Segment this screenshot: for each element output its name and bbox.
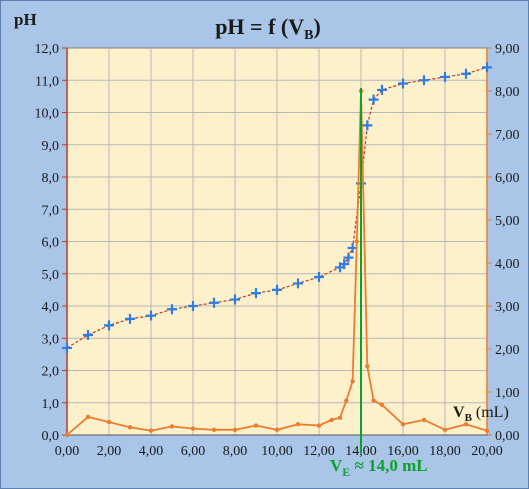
y-right-tick-label: 7,00 (495, 128, 520, 143)
ph-point (440, 72, 450, 83)
y-left-tick-label: 0,0 (42, 429, 60, 444)
x-tick-label: 18,00 (429, 444, 461, 459)
derivative-point (232, 427, 238, 433)
ph-point (482, 62, 492, 73)
derivative-point (354, 239, 359, 244)
y-left-tick-label: 11,0 (35, 74, 59, 89)
y-right-tick-label: 6,00 (495, 171, 520, 186)
ph-point (209, 297, 219, 308)
y-left-tick-label: 7,0 (42, 203, 60, 218)
y-left-tick-label: 4,0 (42, 300, 60, 315)
y-left-tick-label: 8,0 (42, 171, 60, 186)
y-left-tick-label: 5,0 (42, 268, 60, 283)
ph-point (293, 278, 303, 289)
derivative-point (329, 417, 334, 423)
y-right-tick-label: 9,00 (495, 42, 520, 57)
derivative-point (316, 423, 322, 428)
ph-point (362, 120, 373, 131)
ph-point (188, 301, 198, 311)
derivative-point (127, 425, 133, 430)
derivative-point (400, 422, 406, 427)
ph-point (230, 294, 240, 305)
x-tick-label: 16,00 (387, 444, 419, 459)
x-tick-label: 12,00 (303, 444, 335, 459)
derivative-point (295, 422, 301, 427)
derivative-point (371, 398, 376, 403)
derivative-point (211, 427, 217, 433)
ph-point (377, 84, 387, 95)
x-axis-label-sub: B (465, 412, 473, 424)
ph-point (167, 304, 177, 315)
y-left-tick-label: 2,0 (42, 365, 60, 380)
x-tick-label: 4,00 (139, 444, 164, 459)
y-left-tick-label: 3,0 (42, 332, 60, 347)
derivative-point (64, 432, 70, 438)
derivative-point (421, 417, 427, 423)
x-axis-label: VB (mL) (453, 404, 509, 424)
axes: 0,002,004,006,008,0010,0012,0014,0016,00… (35, 42, 520, 459)
equivalence-label: VE ≈ 14,0 mL (330, 456, 428, 479)
ph-point (83, 330, 93, 341)
y-left-tick-label: 9,0 (42, 139, 60, 154)
equivalence-label-main: V (330, 456, 343, 475)
y-left-tick-label: 6,0 (42, 236, 60, 251)
ph-point (125, 313, 135, 324)
equivalence-label-sub: E (342, 465, 350, 479)
x-axis-label-main: V (453, 404, 465, 421)
ph-point (104, 320, 114, 331)
derivative-point (344, 398, 349, 403)
derivative-point (190, 426, 196, 431)
y-right-tick-label: 8,00 (495, 85, 520, 100)
x-tick-label: 6,00 (181, 444, 206, 459)
derivative-point (148, 428, 154, 433)
derivative-point (106, 419, 112, 425)
derivative-point (274, 427, 280, 433)
ph-point (368, 94, 379, 105)
grid-lines (67, 48, 487, 435)
y-right-tick-label: 3,00 (495, 300, 520, 315)
ph-point (339, 259, 350, 270)
chart-title: pH = f (VB) (215, 14, 321, 43)
derivative-point (442, 427, 448, 433)
x-tick-label: 20,00 (471, 444, 503, 459)
x-tick-label: 0,00 (55, 444, 80, 459)
title-sub: B (304, 28, 313, 43)
series-layer (62, 62, 492, 438)
y-right-tick-label: 0,00 (495, 429, 520, 444)
y-right-tick-label: 1,00 (495, 386, 520, 401)
y-left-tick-label: 12,0 (35, 42, 60, 57)
x-axis-label-unit: (mL) (472, 404, 509, 421)
ph-point (343, 252, 354, 263)
derivative-point (379, 402, 385, 408)
ph-point (314, 271, 324, 282)
derivative-point (484, 428, 490, 433)
derivative-point (85, 414, 91, 420)
derivative-point (350, 379, 355, 384)
equivalence-label-rest: ≈ 14,0 mL (350, 456, 427, 475)
x-tick-label: 10,00 (261, 444, 293, 459)
derivative-point (253, 423, 259, 428)
derivative-point (169, 424, 175, 429)
title-close: ) (313, 14, 320, 39)
ph-point (419, 75, 429, 86)
ph-point (461, 68, 471, 79)
ph-point (62, 342, 72, 353)
y-left-tick-label: 10,0 (35, 107, 60, 122)
y-axis-label: pH (14, 10, 37, 29)
x-tick-label: 8,00 (223, 444, 248, 459)
ph-point (251, 288, 261, 299)
derivative-point (337, 415, 343, 420)
y-right-tick-label: 4,00 (495, 257, 520, 272)
y-right-tick-label: 5,00 (495, 214, 520, 229)
x-tick-label: 2,00 (97, 444, 122, 459)
y-left-tick-label: 1,0 (42, 397, 60, 412)
title-main: pH = f (V (215, 14, 304, 39)
y-right-tick-label: 2,00 (495, 343, 520, 358)
ph-point (272, 284, 282, 295)
derivative-point (365, 364, 370, 369)
ph-point (398, 78, 408, 89)
derivative-point (463, 422, 469, 427)
ph-point (146, 310, 156, 321)
